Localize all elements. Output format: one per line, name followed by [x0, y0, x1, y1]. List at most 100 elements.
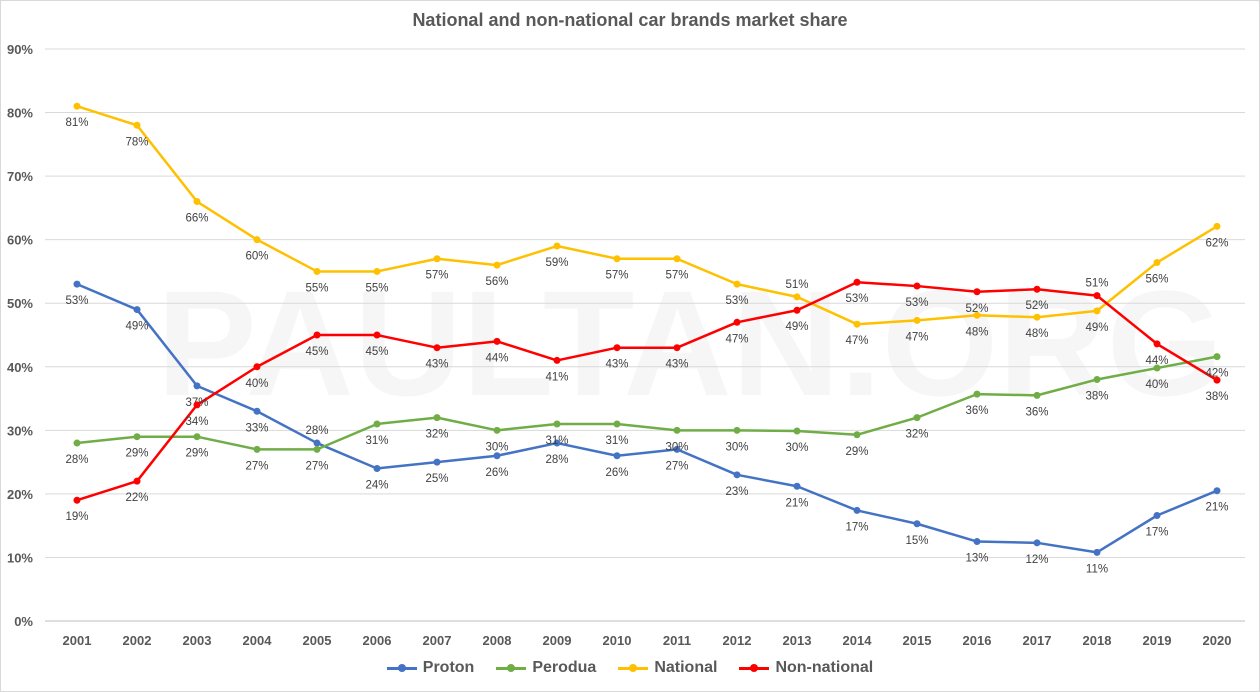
national-data-label: 56%	[1145, 274, 1168, 286]
chart-title: National and non-national car brands mar…	[412, 10, 848, 30]
proton-point	[1213, 487, 1221, 495]
national-data-label: 48%	[965, 326, 988, 338]
x-tick-label: 2017	[1023, 633, 1052, 648]
non-national-data-label: 44%	[485, 352, 508, 364]
x-tick-label: 2001	[63, 633, 92, 648]
non-national-point	[553, 356, 561, 364]
perodua-point	[133, 433, 141, 441]
x-tick-label: 2020	[1203, 633, 1232, 648]
national-point	[853, 320, 861, 328]
non-national-data-label: 40%	[245, 378, 268, 390]
perodua-point	[253, 445, 261, 453]
proton-point	[1093, 548, 1101, 556]
proton-data-label: 26%	[605, 467, 628, 479]
proton-point	[433, 458, 441, 466]
non-national-data-label: 52%	[965, 303, 988, 315]
non-national-data-label: 34%	[185, 416, 208, 428]
national-data-label: 62%	[1205, 237, 1228, 249]
proton-data-label: 23%	[725, 486, 748, 498]
non-national-point	[133, 477, 141, 485]
national-point	[913, 316, 921, 324]
legend-label: Perodua	[532, 659, 597, 676]
proton-data-label: 13%	[965, 553, 988, 565]
perodua-data-label: 29%	[185, 448, 208, 460]
proton-point	[733, 471, 741, 479]
y-tick-label: 0%	[14, 614, 33, 629]
perodua-data-label: 31%	[545, 435, 568, 447]
y-tick-label: 10%	[7, 550, 33, 565]
national-data-label: 47%	[905, 331, 928, 343]
x-tick-label: 2007	[423, 633, 452, 648]
perodua-data-label: 40%	[1145, 379, 1168, 391]
proton-data-label: 53%	[65, 295, 88, 307]
national-point	[673, 255, 681, 263]
perodua-data-label: 29%	[125, 448, 148, 460]
x-tick-label: 2014	[843, 633, 873, 648]
non-national-data-label: 45%	[305, 346, 328, 358]
non-national-point	[73, 496, 81, 504]
non-national-point	[793, 306, 801, 314]
non-national-data-label: 53%	[905, 297, 928, 309]
legend-item-national: National	[618, 659, 717, 677]
proton-data-label: 21%	[785, 497, 808, 509]
proton-data-label: 25%	[425, 473, 448, 485]
legend-label: National	[654, 659, 718, 676]
perodua-point	[1153, 364, 1161, 372]
proton-point	[133, 306, 141, 314]
perodua-data-label: 42%	[1205, 368, 1228, 380]
perodua-point	[853, 431, 861, 439]
proton-data-label: 11%	[1086, 563, 1108, 575]
non-national-point	[1153, 340, 1161, 348]
x-tick-label: 2018	[1083, 633, 1112, 648]
proton-point	[613, 452, 621, 460]
non-national-point	[493, 337, 501, 345]
national-point	[1213, 222, 1221, 230]
proton-point	[73, 280, 81, 288]
perodua-data-label: 27%	[305, 460, 328, 472]
perodua-data-label: 30%	[485, 441, 508, 453]
legend-label: Non-national	[775, 659, 874, 676]
perodua-data-label: 28%	[65, 454, 88, 466]
y-tick-label: 50%	[7, 296, 33, 311]
perodua-data-label: 31%	[365, 435, 388, 447]
proton-point	[793, 482, 801, 490]
legend-label: Proton	[422, 659, 475, 676]
non-national-point	[313, 331, 321, 339]
national-point	[133, 121, 141, 129]
perodua-point	[193, 433, 201, 441]
national-point	[733, 280, 741, 288]
proton-point	[373, 464, 381, 472]
y-tick-label: 20%	[7, 487, 33, 502]
legend-item-proton: Proton	[386, 659, 475, 677]
perodua-point	[373, 420, 381, 428]
y-tick-label: 30%	[7, 423, 33, 438]
national-data-label: 66%	[185, 213, 208, 225]
proton-point	[973, 538, 981, 546]
x-tick-label: 2005	[303, 633, 332, 648]
x-tick-label: 2004	[243, 633, 273, 648]
non-national-data-label: 22%	[125, 492, 148, 504]
national-point	[73, 102, 81, 110]
national-point	[373, 267, 381, 275]
non-national-data-label: 38%	[1205, 391, 1228, 403]
perodua-point	[73, 439, 81, 447]
national-data-label: 49%	[1085, 322, 1108, 334]
national-point	[1153, 259, 1161, 267]
perodua-data-label: 36%	[965, 405, 988, 417]
x-tick-label: 2006	[363, 633, 392, 648]
proton-point	[1153, 511, 1161, 519]
non-national-data-label: 43%	[605, 359, 628, 371]
legend-item-non-national: Non-national	[739, 659, 873, 677]
national-data-label: 51%	[785, 279, 808, 291]
x-tick-label: 2003	[183, 633, 212, 648]
non-national-point	[853, 278, 861, 286]
national-data-label: 47%	[845, 335, 868, 347]
proton-point	[493, 452, 501, 460]
national-point	[793, 293, 801, 301]
national-point	[313, 267, 321, 275]
national-data-label: 55%	[365, 282, 388, 294]
non-national-point	[373, 331, 381, 339]
perodua-point	[553, 420, 561, 428]
non-national-point	[613, 344, 621, 352]
non-national-point	[673, 344, 681, 352]
